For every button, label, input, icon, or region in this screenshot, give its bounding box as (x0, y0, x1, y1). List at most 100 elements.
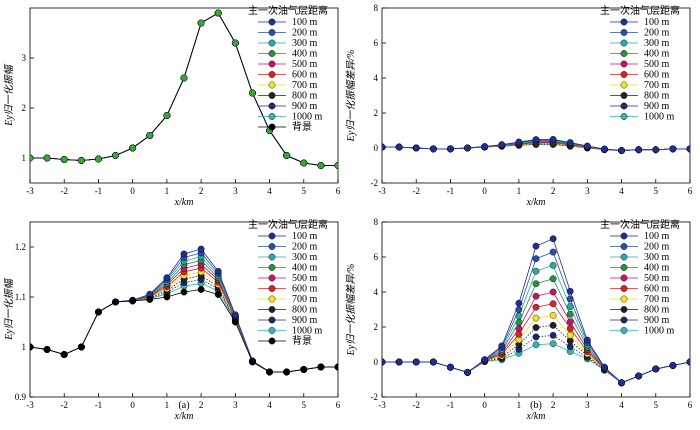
panel-label: (b) (530, 400, 542, 411)
x-tick-label: 0 (482, 186, 487, 196)
legend-label: 200 m (292, 242, 318, 253)
data-point-background (197, 286, 205, 293)
legend-label: 800 m (644, 305, 670, 316)
y-tick-label: 0 (374, 357, 379, 367)
x-tick-label: 4 (619, 186, 624, 196)
legend-label: 500 m (644, 273, 670, 284)
legend-marker (268, 18, 276, 26)
legend-marker (268, 92, 276, 99)
legend-title: 主一次油气层距离 (248, 4, 328, 17)
data-point-background (129, 144, 137, 152)
legend-label: 600 m (644, 70, 670, 81)
legend-marker (268, 295, 276, 303)
legend-label: 700 m (644, 80, 670, 91)
data-point-100m (515, 299, 523, 307)
y-axis-label: Ey归一化振幅差异/% (345, 264, 357, 357)
data-point-100m (618, 147, 625, 154)
legend-label: 400 m (292, 263, 318, 274)
x-tick-label: 6 (336, 400, 341, 410)
chart-panel-bottom-right: -3 -2 -1 0 1 2 3 4 5 6-202468x/kmEy归一化振幅差异/%主一次油气… (345, 217, 693, 422)
legend-marker (620, 232, 628, 240)
data-point-100m (447, 363, 454, 371)
legend-label: 500 m (644, 59, 670, 70)
data-point-background (214, 9, 222, 17)
x-tick-label: 5 (654, 186, 659, 196)
legend-label: 1000 m (292, 112, 323, 123)
legend-label: 900 m (292, 101, 318, 112)
x-tick-label: -3 (378, 400, 386, 410)
x-tick-label: 1 (165, 186, 170, 196)
legend-marker (620, 113, 628, 120)
x-tick-label: 3 (233, 400, 238, 410)
data-point-100m (686, 145, 690, 153)
data-point-100m (180, 250, 188, 258)
data-point-background (30, 154, 34, 162)
x-tick-label: 4 (267, 400, 272, 410)
legend-marker (620, 306, 628, 313)
data-point-100m (566, 139, 574, 146)
legend-marker (620, 102, 628, 110)
x-tick-label: -1 (447, 400, 455, 410)
legend-label: 600 m (292, 284, 318, 295)
plot-area (30, 245, 338, 376)
x-axis-label: x/km (526, 411, 546, 422)
y-tick-label: 6 (374, 38, 379, 48)
data-point-background (249, 89, 256, 97)
legend-label: 100 m (644, 231, 670, 242)
legend-marker (620, 253, 628, 261)
data-point-100m (635, 372, 643, 380)
data-point-400m (532, 280, 540, 288)
data-point-100m (447, 145, 454, 153)
legend-marker (620, 327, 628, 334)
legend-label: 300 m (292, 38, 318, 49)
data-point-background (60, 156, 68, 163)
legend-marker (268, 50, 276, 57)
x-axis-label: x/km (526, 197, 546, 208)
data-point-background (180, 288, 188, 296)
legend-label: 300 m (644, 38, 670, 49)
x-tick-label: 4 (619, 400, 624, 410)
data-point-background (95, 155, 102, 163)
x-axis-label: x/km (174, 197, 194, 208)
data-point-200m (549, 248, 557, 256)
x-tick-label: 5 (302, 186, 307, 196)
legend-label: 700 m (292, 294, 318, 305)
data-point-500m (566, 318, 574, 326)
data-point-200m (566, 295, 574, 303)
y-tick-label: 2 (22, 103, 27, 113)
legend-label: 200 m (644, 242, 670, 253)
data-point-background (77, 157, 85, 164)
legend-marker (620, 295, 628, 303)
y-axis-label: Ey归一化振幅 (3, 63, 15, 127)
data-point-background (30, 343, 34, 351)
plot-frame (29, 7, 339, 184)
data-point-100m (464, 368, 471, 376)
legend-title: 主一次油气层距离 (600, 4, 680, 17)
y-tick-label: -2 (371, 178, 379, 188)
legend-marker (268, 316, 276, 324)
plot-frame (381, 7, 691, 184)
legend-marker (620, 29, 628, 36)
legend-marker (268, 327, 276, 334)
data-point-background (77, 343, 85, 351)
legend-marker (268, 102, 276, 110)
legend-label: 100 m (292, 17, 318, 28)
data-point-500m (532, 292, 540, 300)
x-tick-label: 6 (336, 186, 341, 196)
legend-label: 300 m (292, 252, 318, 263)
legend-marker (268, 39, 276, 47)
legend-label: 900 m (644, 315, 670, 326)
legend-marker (268, 29, 276, 36)
legend-label: 400 m (644, 263, 670, 274)
legend-label: 600 m (292, 70, 318, 81)
data-point-background (112, 298, 119, 306)
legend-marker (620, 71, 628, 78)
x-tick-label: 5 (302, 400, 307, 410)
data-point-background (231, 318, 239, 326)
legend-marker (268, 81, 276, 89)
legend-label: 700 m (292, 80, 318, 91)
legend-label: 100 m (292, 231, 318, 242)
legend-label: 500 m (292, 59, 318, 70)
